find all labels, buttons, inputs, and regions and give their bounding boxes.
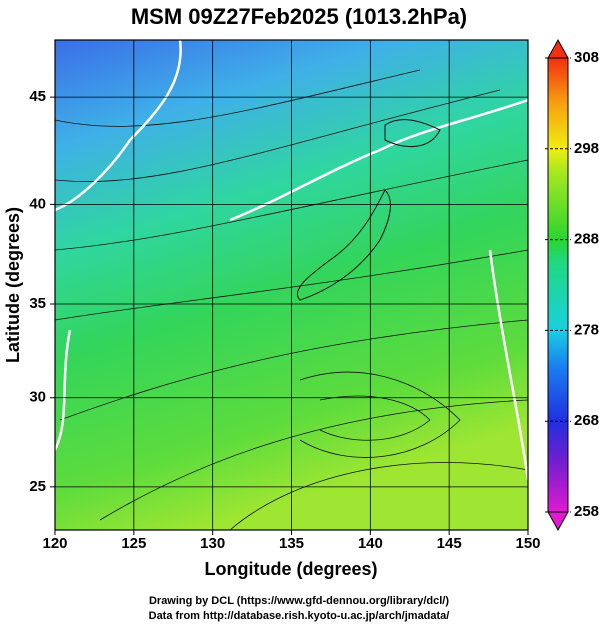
- x-tick-label: 150: [515, 535, 540, 552]
- colorbar-tick-label: 258: [574, 503, 599, 520]
- x-axis-label: Longitude (degrees): [204, 559, 377, 579]
- colorbar-lower-extend: [547, 511, 569, 532]
- colorbar-tick-label: 298: [574, 140, 599, 157]
- footer-line: Data from http://database.rish.kyoto-u.a…: [149, 610, 450, 622]
- colorbar-tick-label: 278: [574, 321, 599, 338]
- x-tick-label: 140: [358, 535, 383, 552]
- colorbar: [547, 57, 569, 513]
- x-tick-label: 120: [42, 535, 67, 552]
- x-tick-label: 135: [279, 535, 304, 552]
- land: [296, 119, 441, 301]
- colorbar-tick-label: 268: [574, 412, 599, 429]
- x-tick-label: 130: [200, 535, 225, 552]
- y-tick-label: 35: [29, 295, 46, 312]
- streamlines: [55, 69, 528, 530]
- y-tick-label: 45: [29, 88, 46, 105]
- y-tick-label: 40: [29, 195, 46, 212]
- colorbar-tick-label: 288: [574, 231, 599, 248]
- y-axis-label: Latitude (degrees): [3, 207, 23, 363]
- x-tick-label: 145: [437, 535, 462, 552]
- chart-title: MSM 09Z27Feb2025 (1013.2hPa): [131, 4, 467, 29]
- colorbar-upper-extend: [547, 38, 569, 59]
- y-tick-label: 25: [29, 478, 46, 495]
- y-tick-label: 30: [29, 389, 46, 406]
- footer-line: Drawing by DCL (https://www.gfd-dennou.o…: [149, 595, 449, 607]
- x-tick-label: 125: [121, 535, 146, 552]
- colorbar-tick-label: 308: [574, 49, 599, 66]
